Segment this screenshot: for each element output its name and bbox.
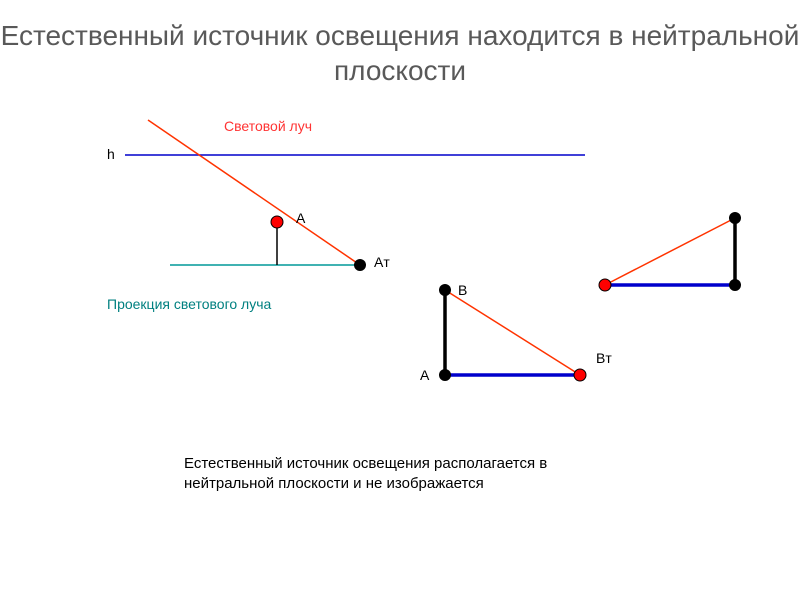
left-ray: [148, 120, 360, 265]
right-right-dot: [729, 279, 741, 291]
left-At-dot: [354, 259, 366, 271]
label-light-ray: Световой луч: [224, 118, 312, 134]
label-h: h: [107, 146, 115, 162]
right-top-dot: [729, 212, 741, 224]
label-At: Aт: [374, 254, 390, 270]
label-Bt: Bт: [596, 350, 612, 366]
mid-A-dot: [439, 369, 451, 381]
right-left-dot: [599, 279, 611, 291]
label-A: A: [296, 210, 305, 226]
mid-ray: [445, 290, 580, 375]
left-A-dot: [271, 216, 283, 228]
label-A2: A: [420, 367, 429, 383]
caption-text: Естественный источник освещения располаг…: [184, 454, 614, 493]
mid-Bt-dot: [574, 369, 586, 381]
label-B: B: [458, 282, 467, 298]
label-projection: Проекция светового луча: [107, 296, 271, 312]
right-ray: [605, 218, 735, 285]
mid-B-dot: [439, 284, 451, 296]
